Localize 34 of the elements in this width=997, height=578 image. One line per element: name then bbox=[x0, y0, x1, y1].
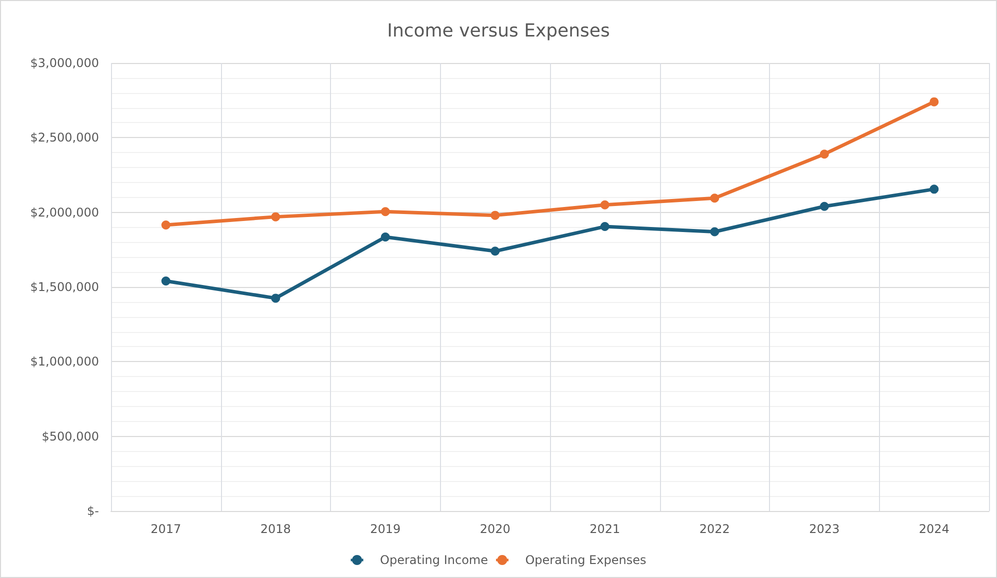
point bbox=[271, 212, 280, 222]
chart-title: Income versus Expenses bbox=[387, 20, 610, 42]
x-tick-label: 2021 bbox=[590, 522, 620, 536]
point bbox=[490, 210, 500, 220]
x-tick-label: 2022 bbox=[699, 522, 730, 536]
y-tick-label: $- bbox=[87, 504, 99, 518]
x-tick-label: 2023 bbox=[809, 522, 840, 536]
point bbox=[380, 232, 390, 242]
y-tick-label: $1,000,000 bbox=[30, 354, 99, 369]
y-tick-label: $2,000,000 bbox=[30, 205, 99, 220]
point bbox=[710, 194, 720, 203]
point bbox=[161, 220, 170, 230]
x-tick-label: 2019 bbox=[370, 522, 401, 536]
point bbox=[930, 184, 939, 194]
x-tick-label: 2017 bbox=[150, 522, 182, 536]
y-tick-label: $3,000,000 bbox=[30, 56, 99, 70]
point bbox=[820, 202, 829, 211]
point bbox=[271, 294, 280, 303]
point bbox=[600, 222, 610, 232]
point bbox=[380, 207, 390, 216]
point bbox=[490, 246, 500, 256]
y-tick-label: $500,000 bbox=[42, 429, 99, 444]
x-tick-label: 2024 bbox=[918, 522, 950, 536]
y-tick-label: $2,500,000 bbox=[30, 130, 99, 145]
legend-label: Operating Income bbox=[380, 553, 488, 567]
point bbox=[161, 276, 170, 286]
point bbox=[930, 97, 939, 106]
x-tick-label: 2018 bbox=[260, 522, 291, 536]
point bbox=[600, 200, 610, 210]
point bbox=[820, 150, 829, 159]
legend-label: Operating Expenses bbox=[525, 553, 646, 567]
y-tick-label: $1,500,000 bbox=[30, 280, 99, 294]
x-tick-label: 2020 bbox=[480, 522, 510, 536]
point bbox=[710, 227, 720, 236]
